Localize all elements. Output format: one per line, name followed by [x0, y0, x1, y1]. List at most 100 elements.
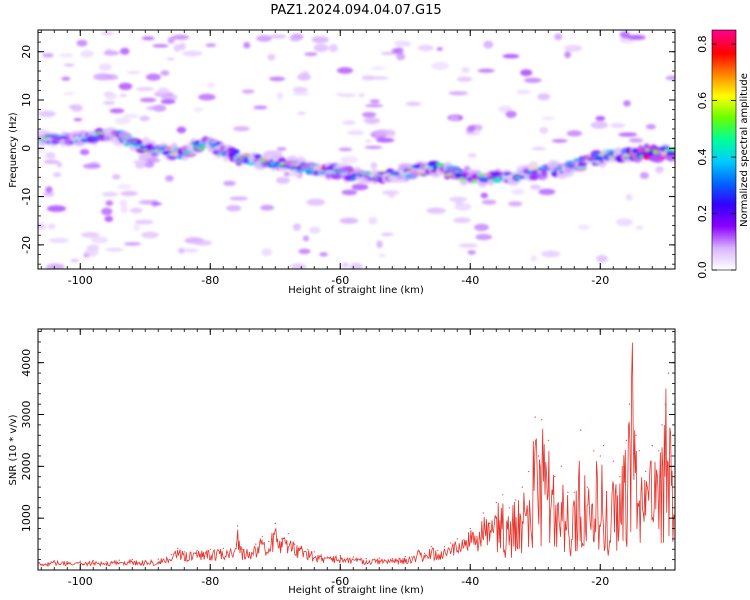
heatmap-noise-cell: [132, 160, 149, 164]
snr-point: [602, 445, 605, 447]
heatmap-noise-cell: [595, 115, 606, 122]
colorbar-segment: [712, 236, 736, 239]
x-tick-label: -80: [201, 575, 219, 588]
colorbar-segment: [712, 230, 736, 233]
heatmap-noise-cell: [365, 139, 372, 143]
heatmap-noise-cell: [302, 235, 310, 242]
heatmap-noise-cell: [120, 205, 129, 214]
heatmap-noise-cell: [405, 101, 422, 106]
heatmap-noise-cell: [338, 147, 353, 152]
y-tick-label: 10: [20, 93, 33, 107]
colorbar-segment: [712, 74, 736, 77]
colorbar-segment: [712, 140, 736, 143]
heatmap-noise-cell: [135, 87, 155, 91]
heatmap-signal-cell: [491, 181, 502, 183]
colorbar-tick-label: 0.4: [696, 148, 709, 166]
heatmap-noise-cell: [114, 117, 131, 125]
snr-point: [541, 419, 543, 421]
heatmap-noise-cell: [483, 40, 494, 49]
heatmap-noise-cell: [361, 75, 375, 81]
colorbar-segment: [712, 72, 736, 75]
colorbar-segment: [712, 216, 736, 219]
colorbar-segment: [712, 132, 736, 135]
heatmap-noise-cell: [480, 192, 489, 199]
colorbar-segment: [712, 62, 736, 65]
heatmap-signal-cell: [191, 145, 201, 148]
heatmap-noise-cell: [655, 166, 664, 174]
heatmap-noise-cell: [304, 52, 318, 57]
heatmap-noise-cell: [498, 105, 512, 113]
colorbar-segment: [712, 214, 736, 217]
spectrogram-frame: [37, 29, 676, 270]
colorbar-segment: [712, 184, 736, 187]
colorbar-segment: [712, 124, 736, 127]
snr-point: [237, 525, 239, 527]
snr-point: [635, 434, 637, 436]
colorbar-ticks: 0.0 0.2 0.4 0.6 0.8: [696, 35, 736, 279]
heatmap-noise-cell: [461, 67, 470, 73]
colorbar-segment: [712, 260, 736, 263]
colorbar-segment: [712, 134, 736, 137]
heatmap-noise-cell: [362, 111, 377, 118]
colorbar-segment: [712, 250, 736, 253]
heatmap-noise-cell: [623, 100, 631, 107]
colorbar-segment: [712, 86, 736, 89]
colorbar-segment: [712, 212, 736, 215]
colorbar-segment: [712, 128, 736, 131]
colorbar-segment: [712, 96, 736, 99]
heatmap-noise-cell: [223, 180, 236, 186]
snr-point: [658, 450, 660, 452]
heatmap-noise-cell: [449, 116, 460, 121]
heatmap-noise-cell: [141, 36, 155, 41]
colorbar-frame: [711, 29, 737, 271]
colorbar-segment: [712, 188, 736, 191]
snr-point: [411, 556, 413, 558]
heatmap-noise-cell: [458, 243, 479, 248]
heatmap-noise-cell: [351, 183, 369, 191]
heatmap-noise-cell: [474, 223, 489, 232]
colorbar-segment: [712, 238, 736, 241]
heatmap-noise-cell: [119, 199, 128, 207]
heatmap-noise-cell: [541, 250, 561, 258]
heatmap-noise-cell: [53, 172, 62, 178]
heatmap-noise-cell: [370, 66, 386, 70]
snr-point: [632, 327, 633, 328]
colorbar-segment: [712, 64, 736, 67]
heatmap-signal-cell: [232, 149, 240, 154]
colorbar-segment: [712, 252, 736, 255]
snr-point: [261, 535, 263, 537]
colorbar-segment: [712, 232, 736, 235]
snr-point: [268, 540, 270, 543]
snr-plot-area: [38, 327, 675, 568]
snr-point: [424, 552, 426, 555]
heatmap-noise-cell: [226, 205, 242, 212]
colorbar-segment: [712, 36, 736, 39]
heatmap-noise-cell: [645, 124, 656, 130]
heatmap-noise-cell: [117, 184, 132, 190]
colorbar-segment: [712, 192, 736, 195]
snr-point: [469, 527, 471, 530]
heatmap-noise-cell: [516, 89, 531, 95]
snr-point: [196, 549, 198, 551]
heatmap-noise-cell: [105, 92, 118, 100]
colorbar-segment: [712, 136, 736, 139]
snr-point: [365, 558, 367, 560]
x-tick-label: -20: [591, 274, 609, 287]
colorbar-segment: [712, 262, 736, 265]
heatmap-noise-cell: [134, 219, 154, 225]
heatmap-noise-cell: [139, 97, 157, 103]
heatmap-noise-cell: [541, 116, 555, 121]
snr-point: [105, 561, 107, 563]
heatmap-noise-cell: [358, 92, 365, 98]
heatmap-noise-cell: [205, 43, 217, 47]
colorbar-segment: [712, 166, 736, 169]
snr-point: [515, 499, 517, 501]
snr-point: [339, 554, 341, 557]
colorbar-segment: [712, 68, 736, 71]
heatmap-noise-cell: [135, 162, 146, 169]
colorbar-segment: [712, 222, 736, 225]
heatmap-noise-cell: [375, 129, 389, 134]
heatmap-noise-cell: [43, 159, 59, 164]
heatmap-noise-cell: [530, 184, 541, 190]
heatmap-signal-cell: [527, 167, 540, 170]
